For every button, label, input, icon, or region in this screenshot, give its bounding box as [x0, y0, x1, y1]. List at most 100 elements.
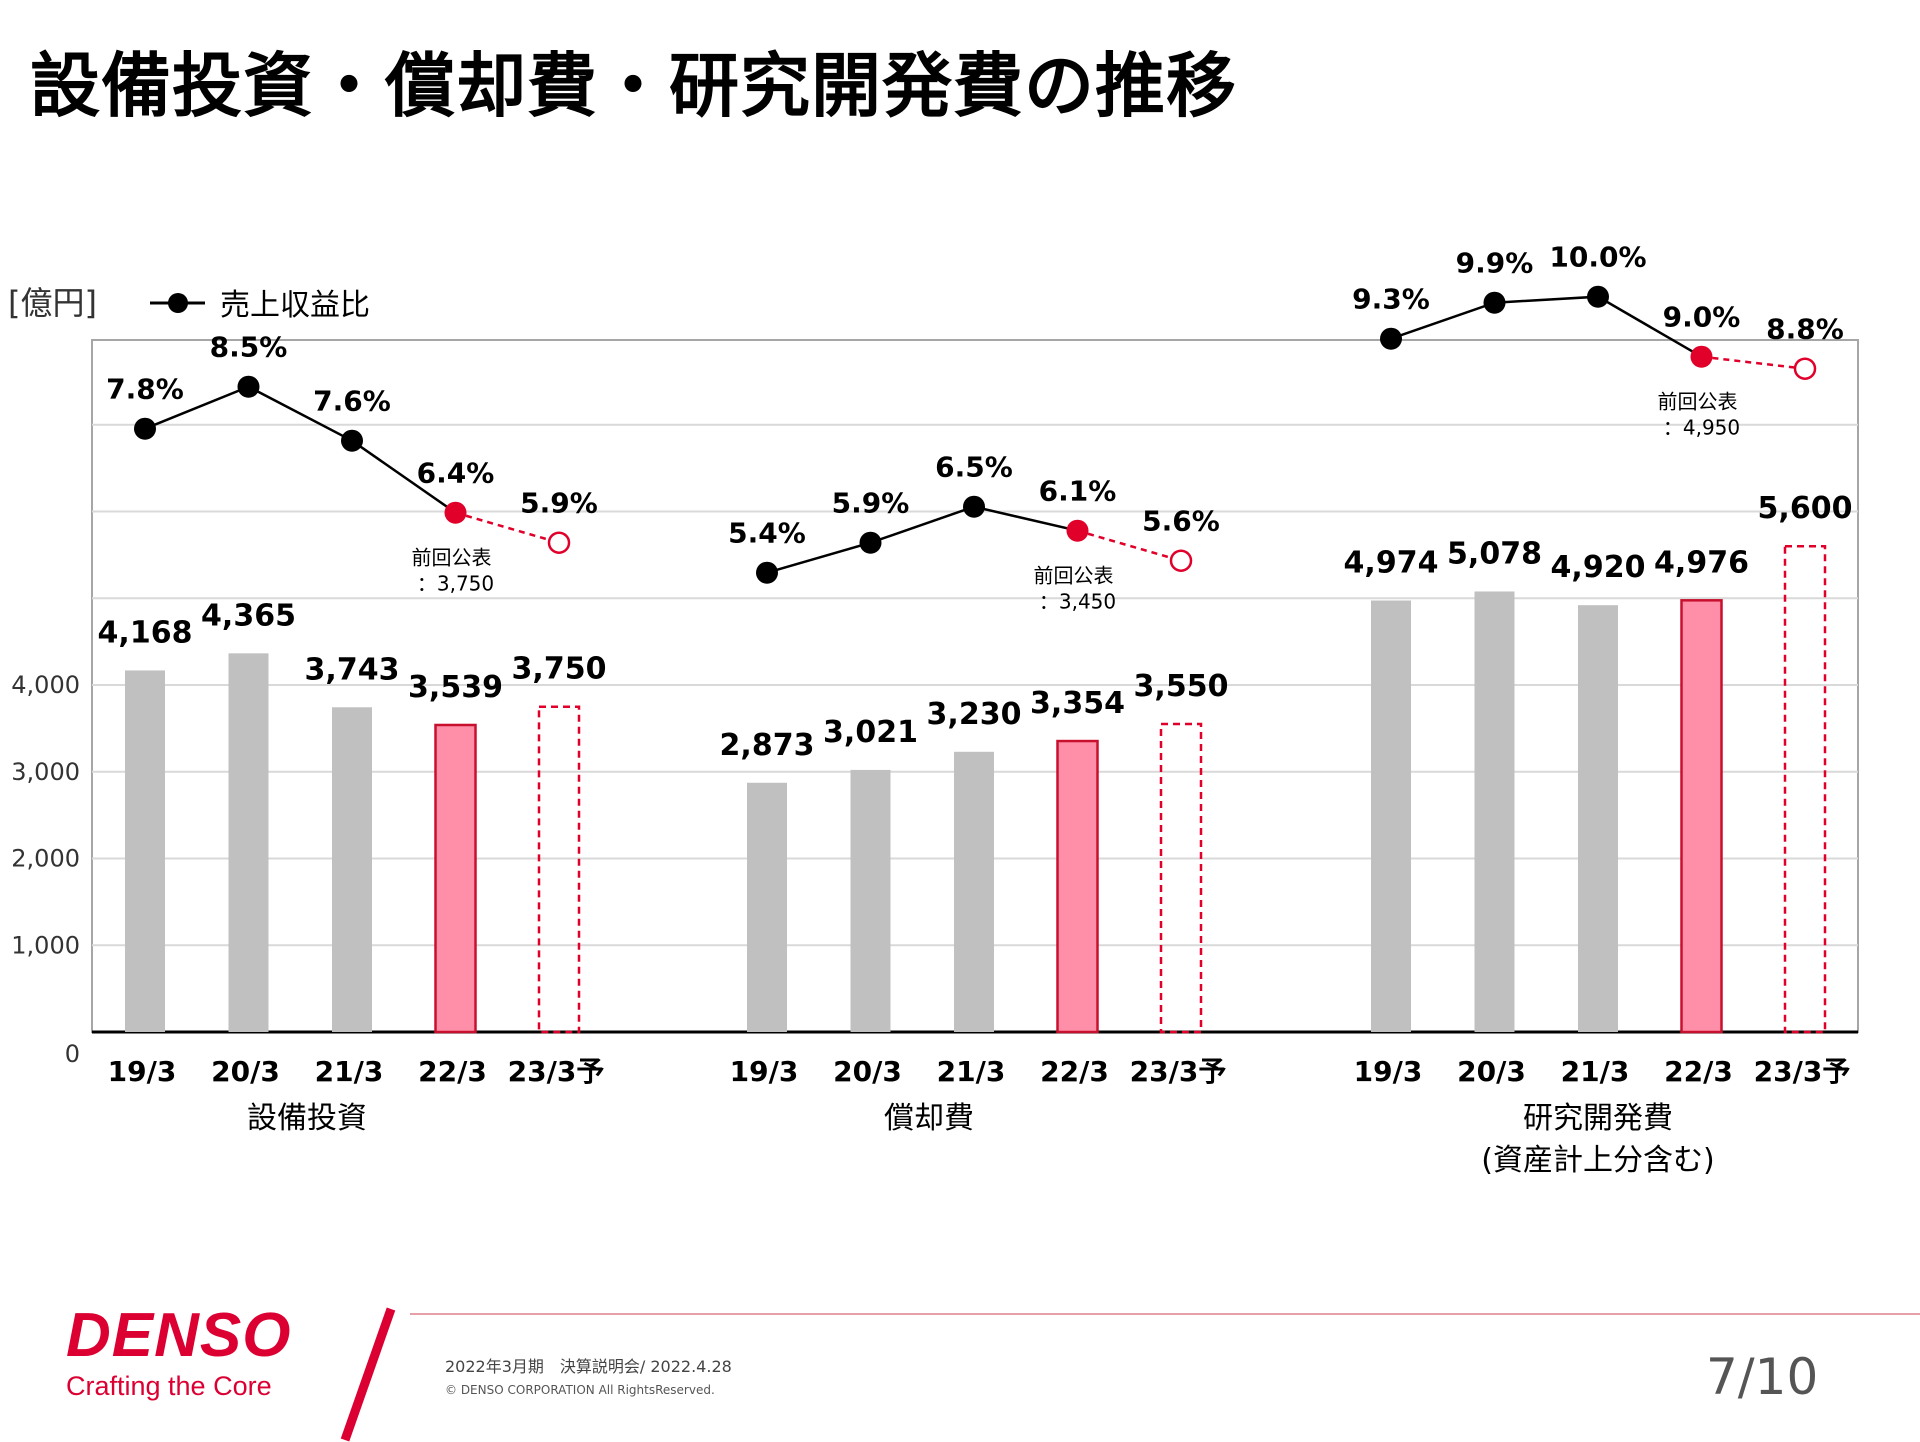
x-tick-label: 22/3: [418, 1055, 487, 1088]
ratio-line: [144, 385, 457, 514]
bar: [850, 769, 891, 1032]
bar-current: [1056, 739, 1099, 1034]
bar: [1474, 591, 1515, 1032]
x-tick-label: 22/3: [1664, 1055, 1733, 1088]
x-tick-label: 22/3: [1040, 1055, 1109, 1088]
ratio-label: 6.4%: [417, 457, 495, 490]
group-label: 研究開発費: [1523, 1101, 1673, 1136]
bar-value-label: 2,873: [720, 728, 815, 763]
prev-announce-label: 前回公表: [412, 546, 492, 570]
ratio-point: [963, 495, 985, 518]
bar-value-label: 5,600: [1758, 491, 1853, 526]
bar-value-label: 3,750: [512, 652, 607, 687]
logo-tagline: Crafting the Core: [66, 1371, 272, 1401]
x-tick-label: 20/3: [1457, 1055, 1526, 1088]
x-tick-label: 21/3: [315, 1055, 384, 1088]
bar: [332, 707, 372, 1032]
ratio-point: [756, 561, 778, 584]
bar-value-label: 4,974: [1344, 546, 1439, 581]
prev-announce-value: ：4,950: [1663, 416, 1740, 440]
ratio-label: 5.6%: [1142, 505, 1220, 538]
x-tick-label: 19/3: [108, 1055, 177, 1088]
ratio-label: 7.8%: [106, 373, 184, 406]
footer-slash: [340, 1307, 396, 1442]
ratio-point-forecast: [1169, 549, 1193, 572]
ratio-label: 5.9%: [520, 487, 598, 520]
logo-denso: DENSO: [66, 1301, 292, 1370]
ratio-point-current: [444, 501, 467, 524]
x-tick-label: 23/3予: [1130, 1055, 1227, 1088]
ratio-label: 9.3%: [1352, 283, 1430, 316]
brand-block: DENSO Crafting the Core: [66, 1305, 291, 1403]
bar-value-label: 3,230: [927, 697, 1022, 732]
bar-value-label: 3,743: [305, 652, 400, 687]
ratio-point-current: [1066, 519, 1089, 542]
ratio-label: 8.5%: [210, 331, 288, 364]
bar-value-label: 5,078: [1447, 536, 1542, 571]
ratio-point: [1587, 285, 1609, 308]
bar-value-label: 4,365: [201, 598, 296, 633]
ratio-point: [237, 375, 260, 398]
ratio-point: [1483, 291, 1506, 314]
bar: [954, 751, 994, 1032]
bar: [747, 782, 787, 1032]
bar-value-label: 4,168: [98, 615, 193, 650]
x-tick-label: 23/3予: [508, 1055, 605, 1088]
bar: [125, 670, 165, 1032]
page-title: 設備投資・償却費・研究開発費の推移: [30, 45, 1237, 127]
prev-announce-value: ：3,750: [417, 572, 494, 596]
ratio-label: 5.4%: [728, 517, 806, 550]
bar-forecast: [1159, 722, 1203, 1034]
bar-forecast: [537, 705, 581, 1034]
y-tick-label: 3,000: [11, 758, 80, 786]
ratio-point: [859, 531, 882, 554]
ratio-label: 5.9%: [832, 487, 910, 520]
ratio-label: 7.6%: [313, 385, 391, 418]
x-tick-label: 21/3: [1561, 1055, 1630, 1088]
ratio-label: 9.9%: [1456, 247, 1534, 280]
ratio-line-forecast: [455, 511, 560, 544]
legend-label: 売上収益比: [220, 288, 370, 323]
ratio-label: 8.8%: [1766, 313, 1844, 346]
x-tick-label: 19/3: [730, 1055, 799, 1088]
bar-current: [1680, 599, 1723, 1034]
bar: [1371, 600, 1411, 1032]
ratio-line: [766, 505, 1078, 574]
x-tick-label: 21/3: [937, 1055, 1006, 1088]
bar: [228, 653, 269, 1032]
bar-value-label: 3,539: [408, 670, 503, 705]
ratio-point: [134, 417, 156, 440]
ratio-point: [341, 429, 363, 452]
ratio-point-forecast: [1793, 357, 1817, 380]
ratio-point: [1380, 327, 1402, 350]
footer-event: 2022年3月期 決算説明会/ 2022.4.28: [445, 1357, 732, 1376]
ratio-label: 9.0%: [1663, 301, 1741, 334]
y-tick-label: 4,000: [11, 671, 80, 699]
bar-value-label: 3,021: [823, 715, 918, 750]
ratio-label: 6.1%: [1039, 475, 1117, 508]
legend-marker: [168, 293, 188, 313]
x-tick-label: 23/3予: [1754, 1055, 1851, 1088]
y-tick-label: 2,000: [11, 845, 80, 873]
ratio-label: 6.5%: [935, 451, 1013, 484]
x-tick-label: 20/3: [833, 1055, 902, 1088]
ratio-line: [1390, 295, 1703, 358]
bar: [1578, 605, 1618, 1032]
bar-current: [434, 723, 477, 1034]
x-tick-label: 19/3: [1354, 1055, 1423, 1088]
ratio-label: 10.0%: [1549, 241, 1646, 274]
group-label-sub: (資産計上分含む): [1481, 1143, 1714, 1178]
ratio-line-forecast: [1701, 355, 1806, 370]
x-tick-label: 20/3: [211, 1055, 280, 1088]
group-label: 設備投資: [247, 1101, 367, 1136]
bar-value-label: 3,550: [1134, 669, 1229, 704]
bar-value-label: 3,354: [1030, 686, 1125, 721]
prev-announce-label: 前回公表: [1034, 564, 1114, 588]
unit-label: [億円]: [8, 284, 97, 322]
y-tick-label: 0: [65, 1040, 80, 1068]
y-tick-label: 1,000: [11, 931, 80, 959]
ratio-line-forecast: [1077, 529, 1182, 562]
bar-value-label: 4,920: [1551, 550, 1646, 585]
ratio-point-forecast: [547, 531, 571, 554]
